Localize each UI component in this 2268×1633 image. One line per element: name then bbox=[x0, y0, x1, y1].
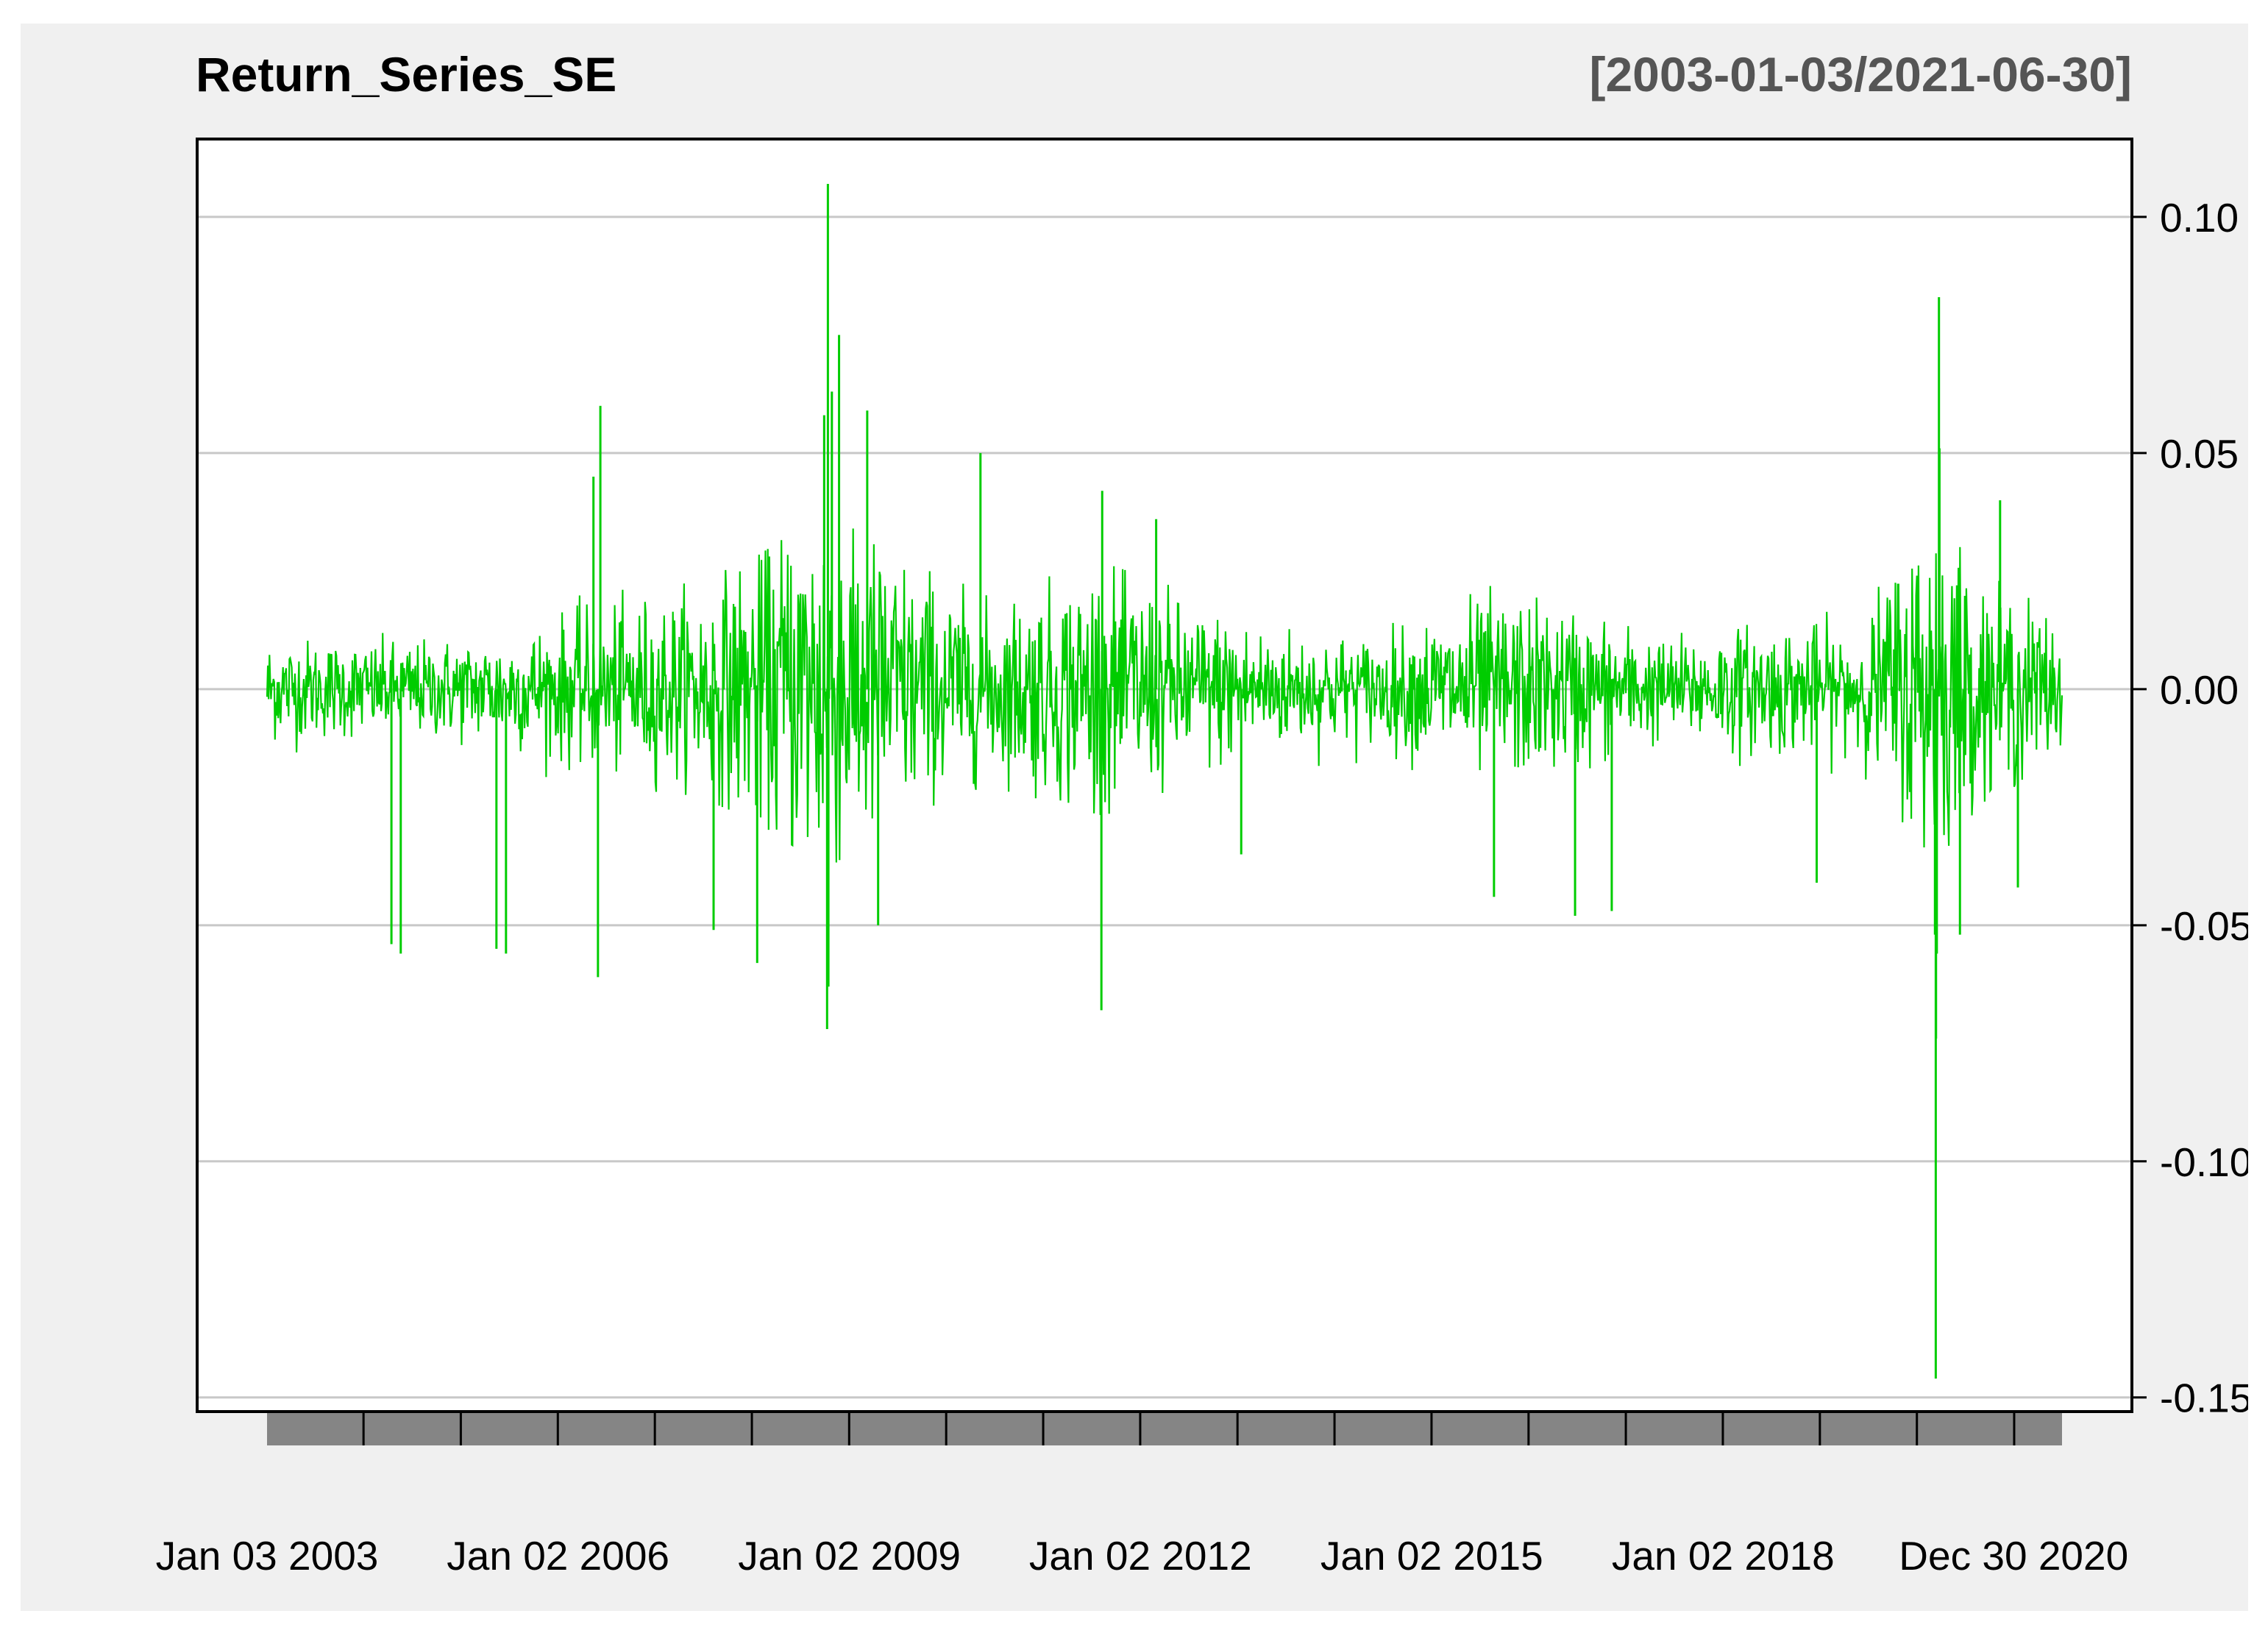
x-axis-bar bbox=[267, 1413, 2062, 1445]
x-tick-label: Jan 02 2015 bbox=[1320, 1533, 1543, 1579]
x-tick-label: Jan 03 2003 bbox=[156, 1533, 379, 1579]
y-axis: 0.10 0.05 0.00 -0.05 -0.10 -0.15 bbox=[2132, 195, 2248, 1421]
series-line bbox=[266, 528, 2063, 863]
x-tick-label: Jan 02 2018 bbox=[1612, 1533, 1835, 1579]
date-range-label: [2003-01-03/2021-06-30] bbox=[1589, 47, 2132, 102]
x-axis-bar-fill bbox=[267, 1413, 2062, 1445]
y-tick-label: -0.15 bbox=[2160, 1376, 2248, 1421]
y-tick-label: -0.05 bbox=[2160, 903, 2248, 949]
x-axis-labels: Jan 03 2003 Jan 02 2006 Jan 02 2009 Jan 02 … bbox=[156, 1533, 2129, 1579]
chart-title: Return_Series_SE bbox=[196, 47, 616, 102]
y-tick-label: 0.05 bbox=[2160, 431, 2239, 477]
y-tick-label: 0.00 bbox=[2160, 667, 2239, 713]
y-tick-label: -0.10 bbox=[2160, 1139, 2248, 1185]
x-tick-label: Jan 02 2009 bbox=[738, 1533, 961, 1579]
y-tick-label: 0.10 bbox=[2160, 195, 2239, 241]
x-tick-label: Dec 30 2020 bbox=[1899, 1533, 2128, 1579]
x-tick-label: Jan 02 2012 bbox=[1029, 1533, 1252, 1579]
series-return bbox=[266, 183, 2063, 1379]
plot-area bbox=[197, 139, 2132, 1412]
x-tick-label: Jan 02 2006 bbox=[447, 1533, 669, 1579]
plot-frame: Return_Series_SE [2003-01-03/2021-06-30]… bbox=[21, 24, 2248, 1611]
chart-canvas: Return_Series_SE [2003-01-03/2021-06-30]… bbox=[156, 47, 2248, 1579]
plot-border bbox=[196, 138, 2133, 1413]
